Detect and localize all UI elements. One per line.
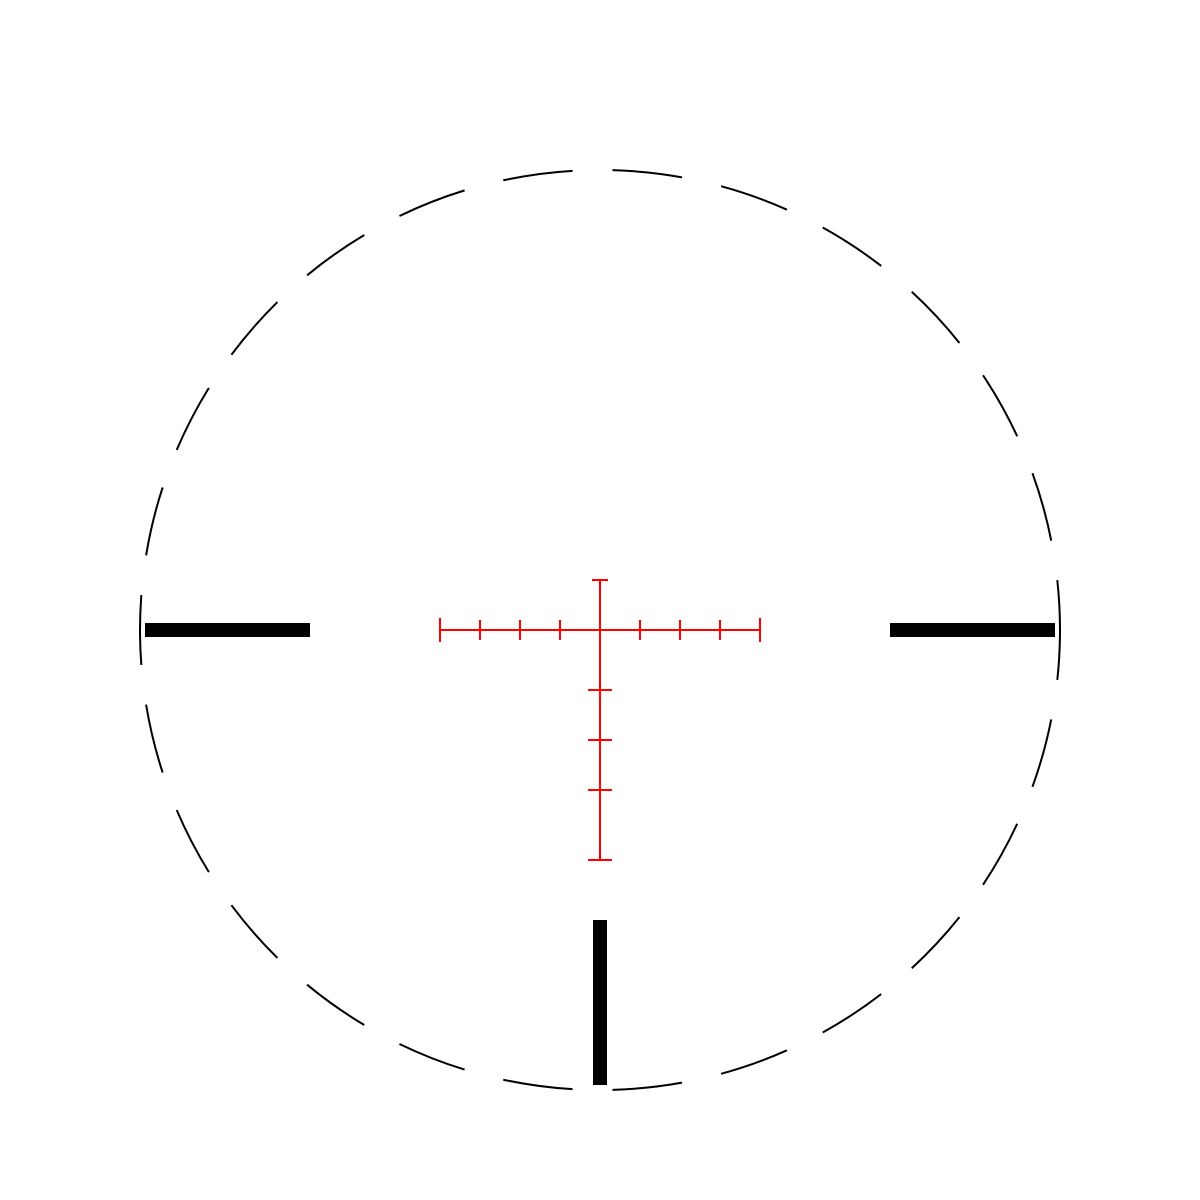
reticle-svg (0, 0, 1200, 1200)
reticle-diagram (0, 0, 1200, 1200)
